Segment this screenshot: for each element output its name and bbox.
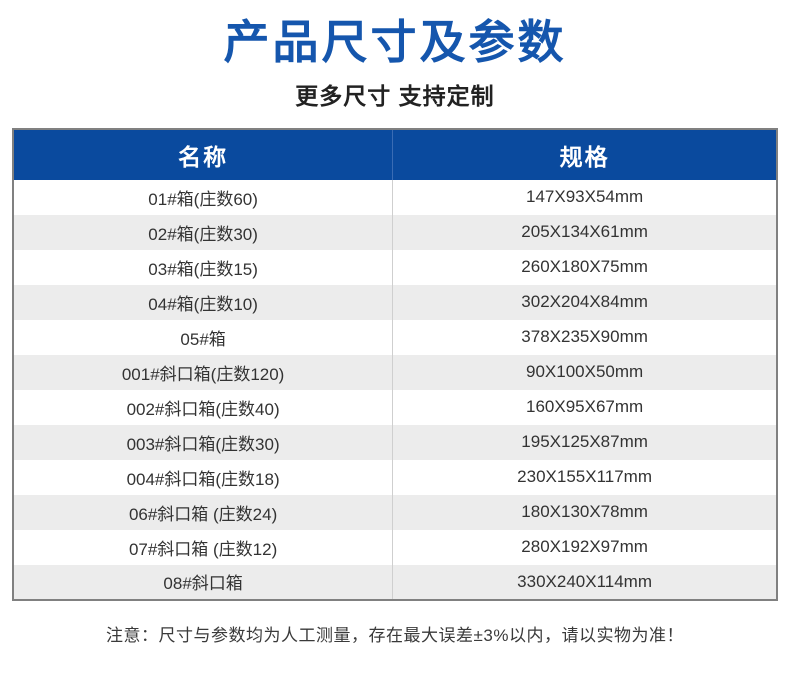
product-name-cell: 003#斜口箱(庄数30) [13,424,393,460]
table-row: 07#斜口箱 (庄数12) 280X192X97mm [13,529,777,565]
product-spec-cell: 90X100X50mm [392,354,777,390]
product-spec-cell: 205X134X61mm [392,214,777,250]
product-spec-page: 产品尺寸及参数 更多尺寸 支持定制 名称 规格 01#箱(庄数60) 147X93… [0,16,790,673]
table-row: 03#箱(庄数15) 260X180X75mm [13,249,777,285]
table-row: 02#箱(庄数30) 205X134X61mm [13,214,777,250]
table-row: 002#斜口箱(庄数40) 160X95X67mm [13,389,777,425]
product-name-cell: 004#斜口箱(庄数18) [13,459,393,495]
column-header-spec: 规格 [392,128,777,180]
product-spec-cell: 280X192X97mm [392,529,777,565]
table-row: 08#斜口箱 330X240X114mm [13,564,777,600]
product-spec-cell: 160X95X67mm [392,389,777,425]
product-spec-cell: 147X93X54mm [392,179,777,215]
table-row: 01#箱(庄数60) 147X93X54mm [13,179,777,215]
spec-table-body: 01#箱(庄数60) 147X93X54mm 02#箱(庄数30) 205X134X6… [13,179,777,600]
page-title: 产品尺寸及参数 [223,16,567,68]
product-name-cell: 02#箱(庄数30) [13,214,393,250]
measurement-disclaimer-note: 注意：尺寸与参数均为人工测量，存在最大误差±3%以内，请以实物为准！ [106,625,684,645]
product-name-cell: 002#斜口箱(庄数40) [13,389,393,425]
spec-table-header: 名称 规格 [13,128,777,180]
product-name-cell: 07#斜口箱 (庄数12) [13,529,393,565]
product-name-cell: 01#箱(庄数60) [13,179,393,215]
product-spec-cell: 230X155X117mm [392,459,777,495]
column-header-name: 名称 [13,128,393,180]
product-name-cell: 04#箱(庄数10) [13,284,393,320]
product-name-cell: 001#斜口箱(庄数120) [13,354,393,390]
table-row: 004#斜口箱(庄数18) 230X155X117mm [13,459,777,495]
product-name-cell: 03#箱(庄数15) [13,249,393,285]
product-spec-cell: 302X204X84mm [392,284,777,320]
table-row: 04#箱(庄数10) 302X204X84mm [13,284,777,320]
table-row: 001#斜口箱(庄数120) 90X100X50mm [13,354,777,390]
product-name-cell: 05#箱 [13,319,393,355]
page-subtitle: 更多尺寸 支持定制 [295,82,495,109]
header-row: 名称 规格 [13,128,777,180]
product-spec-cell: 378X235X90mm [392,319,777,355]
table-row: 05#箱 378X235X90mm [13,319,777,355]
spec-table: 名称 规格 01#箱(庄数60) 147X93X54mm 02#箱(庄数30) 205… [12,127,778,601]
product-name-cell: 08#斜口箱 [13,564,393,600]
product-spec-cell: 260X180X75mm [392,249,777,285]
product-name-cell: 06#斜口箱 (庄数24) [13,494,393,530]
product-spec-cell: 195X125X87mm [392,424,777,460]
product-spec-cell: 180X130X78mm [392,494,777,530]
product-spec-cell: 330X240X114mm [392,564,777,600]
table-row: 06#斜口箱 (庄数24) 180X130X78mm [13,494,777,530]
table-row: 003#斜口箱(庄数30) 195X125X87mm [13,424,777,460]
